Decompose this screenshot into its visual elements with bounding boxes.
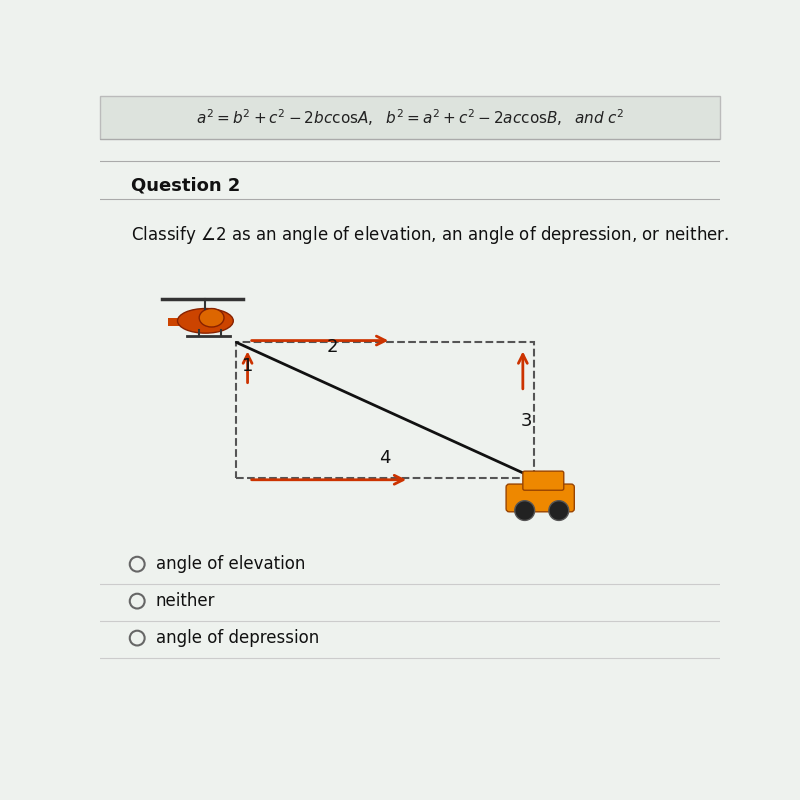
Text: 4: 4 bbox=[379, 450, 391, 467]
FancyBboxPatch shape bbox=[100, 96, 720, 139]
Text: angle of elevation: angle of elevation bbox=[156, 555, 305, 573]
Text: 1: 1 bbox=[242, 357, 254, 375]
Text: Question 2: Question 2 bbox=[131, 176, 240, 194]
FancyBboxPatch shape bbox=[523, 471, 564, 490]
Ellipse shape bbox=[178, 309, 234, 333]
Text: neither: neither bbox=[156, 592, 215, 610]
Text: $a^2 = b^2 + c^2 - 2bc\mathrm{cos}A,$  $b^2 = a^2 + c^2 - 2ac\mathrm{cos}B,$  an: $a^2 = b^2 + c^2 - 2bc\mathrm{cos}A,$ $b… bbox=[196, 107, 624, 128]
FancyBboxPatch shape bbox=[506, 484, 574, 512]
Text: 2: 2 bbox=[326, 338, 338, 356]
Text: angle of depression: angle of depression bbox=[156, 629, 319, 647]
Circle shape bbox=[549, 501, 569, 521]
Circle shape bbox=[514, 501, 534, 521]
Text: 3: 3 bbox=[521, 412, 532, 430]
Ellipse shape bbox=[199, 309, 224, 327]
Text: Classify $\angle$2 as an angle of elevation, an angle of depression, or neither.: Classify $\angle$2 as an angle of elevat… bbox=[131, 223, 729, 246]
FancyBboxPatch shape bbox=[168, 318, 193, 326]
